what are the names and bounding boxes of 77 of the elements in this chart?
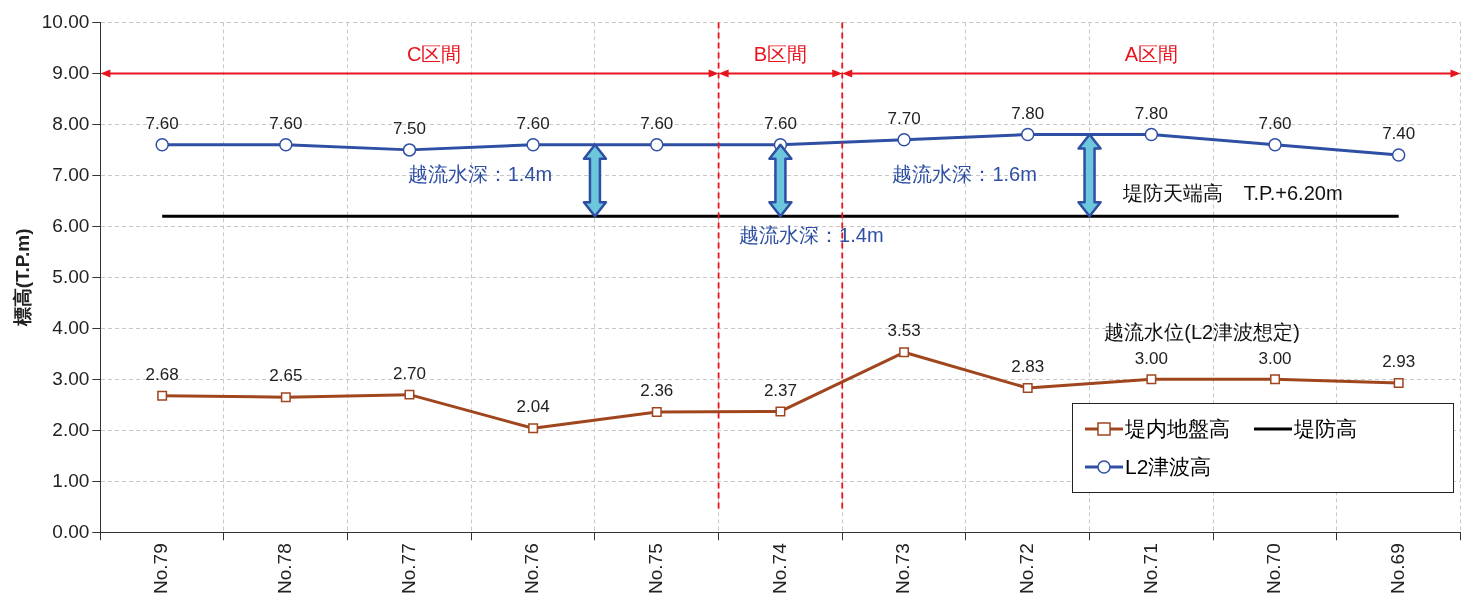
x-tick-label: No.74 [768, 542, 790, 594]
x-tick-label: No.75 [645, 543, 667, 594]
point [897, 132, 911, 147]
annotation: B区間 [753, 43, 808, 66]
data-label: 2.70 [392, 363, 427, 383]
data-label: 7.60 [516, 113, 550, 133]
data-label: 7.60 [1258, 113, 1292, 133]
data-label: 3.00 [1258, 348, 1292, 368]
x-tick-label: No.76 [521, 543, 543, 594]
data-label: 7.80 [1011, 103, 1045, 123]
data-label: 7.80 [1134, 103, 1168, 123]
point [651, 406, 662, 417]
data-label: 7.50 [392, 119, 427, 139]
y-tick-label: 4.00 [52, 316, 90, 338]
data-label: 2.83 [1011, 357, 1045, 377]
x-tick-label: No.78 [274, 543, 296, 594]
data-label: 7.60 [145, 113, 179, 133]
point [899, 347, 910, 358]
y-tick-label: 9.00 [52, 61, 90, 83]
x-tick-label: No.77 [397, 543, 419, 594]
x-tick-label: No.79 [150, 543, 172, 594]
x-tick-label: No.71 [1139, 543, 1161, 594]
annotation: 越流水深：1.4m [407, 162, 553, 185]
data-label: 2.36 [640, 381, 674, 401]
annotation: C区間 [406, 43, 462, 66]
data-label: 7.60 [269, 113, 303, 133]
data-label: 2.65 [269, 366, 303, 386]
data-label: 7.60 [763, 113, 797, 133]
annotation: A区間 [1124, 43, 1179, 66]
point [1144, 127, 1159, 142]
legend-label: 堤防高 [1294, 416, 1357, 442]
point [1020, 127, 1035, 142]
data-label: 7.70 [887, 108, 921, 128]
y-tick-label: 3.00 [52, 367, 90, 389]
y-tick-label: 5.00 [52, 265, 90, 287]
point [280, 392, 291, 403]
y-tick-label: 10.00 [41, 10, 90, 32]
annotation: 堤防天端高 T.P.+6.20m [1122, 182, 1343, 205]
point [404, 389, 415, 400]
point [1393, 377, 1404, 388]
point [775, 406, 786, 417]
point [528, 423, 539, 434]
y-tick-label: 7.00 [52, 163, 90, 185]
point [526, 138, 540, 152]
x-tick-label: No.73 [892, 543, 914, 594]
data-label: 2.93 [1382, 352, 1416, 372]
point [1391, 148, 1406, 162]
point [1268, 138, 1282, 152]
data-label: 2.68 [145, 364, 179, 384]
point [279, 138, 293, 152]
data-label: 2.37 [763, 380, 797, 400]
legend-label: L2津波高 [1125, 454, 1212, 480]
point [650, 138, 664, 152]
annotation: 越流水深：1.4m [739, 224, 884, 247]
data-label: 3.00 [1134, 348, 1168, 368]
point [1146, 374, 1157, 385]
data-label: 2.04 [516, 397, 550, 417]
point [1270, 374, 1281, 385]
y-tick-label: 0.00 [52, 520, 90, 542]
point [155, 138, 169, 152]
x-tick-label: No.69 [1386, 543, 1408, 594]
y-tick-label: 6.00 [52, 214, 90, 236]
point [402, 143, 417, 157]
annotation: 越流水深：1.6m [892, 162, 1037, 185]
x-tick-label: No.72 [1015, 543, 1037, 594]
data-label: 7.40 [1382, 124, 1416, 144]
y-tick-label: 1.00 [52, 469, 90, 491]
annotation: 越流水位(L2津波想定) [1104, 320, 1300, 343]
data-label: 7.60 [640, 113, 674, 133]
point [157, 390, 168, 401]
y-tick-label: 2.00 [52, 418, 90, 440]
legend-label: 堤内地盤高 [1125, 416, 1230, 442]
data-label: 3.53 [887, 321, 921, 341]
x-tick-label: No.70 [1263, 543, 1285, 594]
y-tick-label: 8.00 [52, 112, 90, 134]
point [1022, 383, 1033, 393]
y-axis-title: 標高(T.P.m) [11, 228, 33, 328]
